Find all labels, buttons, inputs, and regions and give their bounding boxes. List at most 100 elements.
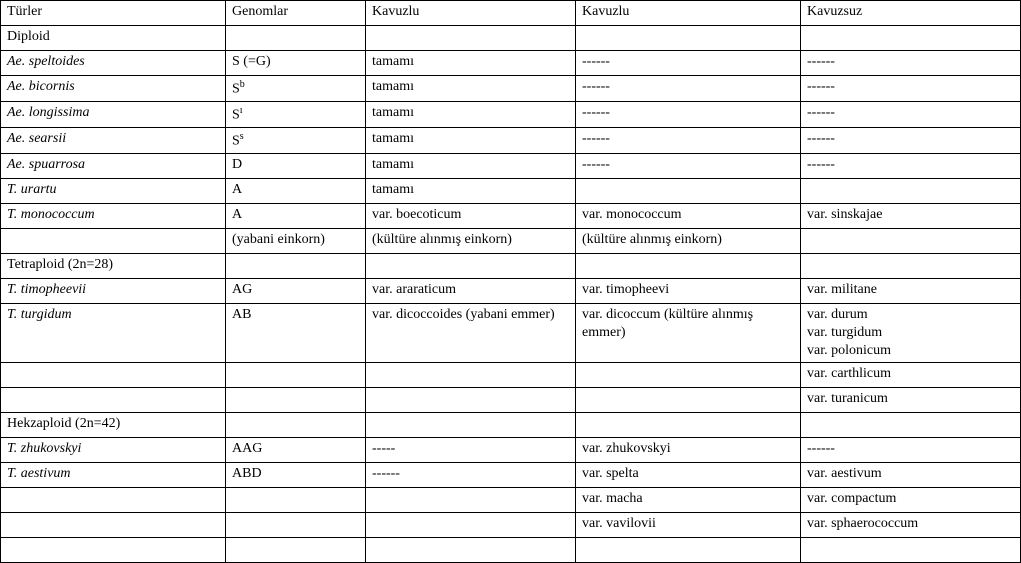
cell-kavuzlu-2: var. spelta [576,463,801,488]
cell-genomlar [226,253,366,278]
cell-turler: Ae. speltoides [1,51,226,76]
table-row: Ae. searsiiSstamamı------------ [1,127,1021,153]
cell-turler [1,538,226,563]
cell-turler: T. timopheevii [1,278,226,303]
table-row: T. turgidumABvar. dicoccoides (yabani em… [1,303,1021,363]
cell-kavuzlu-1 [366,363,576,388]
table-row: Diploid [1,26,1021,51]
cell-kavuzlu-2: ------ [576,153,801,178]
cell-kavuzlu-2: ------ [576,76,801,102]
cell-genomlar [226,363,366,388]
cell-kavuzlu-1: tamamı [366,101,576,127]
cell-kavuzlu-1: var. boecoticum [366,203,576,228]
cell-turler: T. zhukovskyi [1,438,226,463]
cell-kavuzsuz [801,413,1021,438]
cell-kavuzlu-1: (kültüre alınmış einkorn) [366,228,576,253]
wheat-species-table: Türler Genomlar Kavuzlu Kavuzlu Kavuzsuz… [0,0,1021,563]
cell-kavuzlu-2: var. monococcum [576,203,801,228]
cell-kavuzlu-2: ------ [576,101,801,127]
cell-kavuzlu-2 [576,413,801,438]
cell-genomlar: ABD [226,463,366,488]
cell-kavuzsuz: var. durum var. turgidum var. polonicum [801,303,1021,363]
cell-genomlar: Sı [226,101,366,127]
cell-turler [1,388,226,413]
cell-turler: Ae. longissima [1,101,226,127]
cell-kavuzlu-1 [366,413,576,438]
cell-kavuzlu-1: tamamı [366,76,576,102]
table-row: Ae. spuarrosaDtamamı------------ [1,153,1021,178]
table-row [1,538,1021,563]
table-row: var. machavar. compactum [1,488,1021,513]
cell-kavuzsuz: ------ [801,51,1021,76]
cell-turler: T. turgidum [1,303,226,363]
cell-kavuzlu-1: tamamı [366,153,576,178]
cell-turler: T. aestivum [1,463,226,488]
cell-genomlar: AB [226,303,366,363]
cell-kavuzsuz: ------ [801,153,1021,178]
table-header-row: Türler Genomlar Kavuzlu Kavuzlu Kavuzsuz [1,1,1021,26]
cell-kavuzlu-2 [576,253,801,278]
cell-kavuzlu-2: var. dicoccum (kültüre alınmış emmer) [576,303,801,363]
cell-kavuzsuz: ------ [801,438,1021,463]
cell-genomlar: S (=G) [226,51,366,76]
cell-kavuzlu-2 [576,363,801,388]
cell-turler: Tetraploid (2n=28) [1,253,226,278]
cell-kavuzsuz [801,26,1021,51]
cell-turler [1,228,226,253]
cell-kavuzsuz: var. aestivum [801,463,1021,488]
header-kavuzsuz: Kavuzsuz [801,1,1021,26]
cell-turler: Ae. spuarrosa [1,153,226,178]
cell-genomlar [226,26,366,51]
cell-kavuzlu-1 [366,388,576,413]
table-row: Ae. speltoidesS (=G)tamamı------------ [1,51,1021,76]
cell-turler: T. monococcum [1,203,226,228]
cell-kavuzsuz [801,538,1021,563]
table-row: T. monococcumAvar. boecoticumvar. monoco… [1,203,1021,228]
table-row: var. carthlicum [1,363,1021,388]
cell-turler [1,363,226,388]
table-row: var. turanicum [1,388,1021,413]
cell-kavuzlu-1: tamamı [366,178,576,203]
table-row: Ae. longissimaSıtamamı------------ [1,101,1021,127]
cell-kavuzlu-2 [576,538,801,563]
cell-kavuzsuz [801,228,1021,253]
cell-genomlar: (yabani einkorn) [226,228,366,253]
header-genomlar: Genomlar [226,1,366,26]
cell-kavuzsuz: var. turanicum [801,388,1021,413]
header-kavuzlu-2: Kavuzlu [576,1,801,26]
cell-kavuzlu-1: tamamı [366,127,576,153]
cell-kavuzlu-2: var. zhukovskyi [576,438,801,463]
cell-kavuzlu-2 [576,26,801,51]
cell-genomlar: AG [226,278,366,303]
cell-genomlar [226,388,366,413]
cell-genomlar: AAG [226,438,366,463]
table-row: Ae. bicornisSbtamamı------------ [1,76,1021,102]
cell-genomlar [226,413,366,438]
table-row: (yabani einkorn)(kültüre alınmış einkorn… [1,228,1021,253]
cell-kavuzlu-1 [366,26,576,51]
cell-turler: Hekzaploid (2n=42) [1,413,226,438]
cell-turler: T. urartu [1,178,226,203]
cell-kavuzlu-1: var. araraticum [366,278,576,303]
cell-kavuzlu-2 [576,388,801,413]
cell-kavuzlu-2: ------ [576,127,801,153]
cell-kavuzsuz [801,178,1021,203]
cell-kavuzlu-2: var. timopheevi [576,278,801,303]
cell-kavuzsuz: var. compactum [801,488,1021,513]
cell-genomlar [226,488,366,513]
header-turler: Türler [1,1,226,26]
cell-kavuzsuz: ------ [801,127,1021,153]
cell-kavuzlu-2 [576,178,801,203]
cell-kavuzsuz: var. militane [801,278,1021,303]
cell-kavuzlu-1: ------ [366,463,576,488]
cell-turler: Ae. searsii [1,127,226,153]
cell-genomlar: Ss [226,127,366,153]
header-kavuzlu-1: Kavuzlu [366,1,576,26]
table-row: T. urartuAtamamı [1,178,1021,203]
table-row: T. zhukovskyiAAG-----var. zhukovskyi----… [1,438,1021,463]
cell-genomlar: Sb [226,76,366,102]
cell-kavuzlu-2: ------ [576,51,801,76]
cell-genomlar: A [226,178,366,203]
table-row: Hekzaploid (2n=42) [1,413,1021,438]
table-row: T. timopheeviiAGvar. araraticumvar. timo… [1,278,1021,303]
